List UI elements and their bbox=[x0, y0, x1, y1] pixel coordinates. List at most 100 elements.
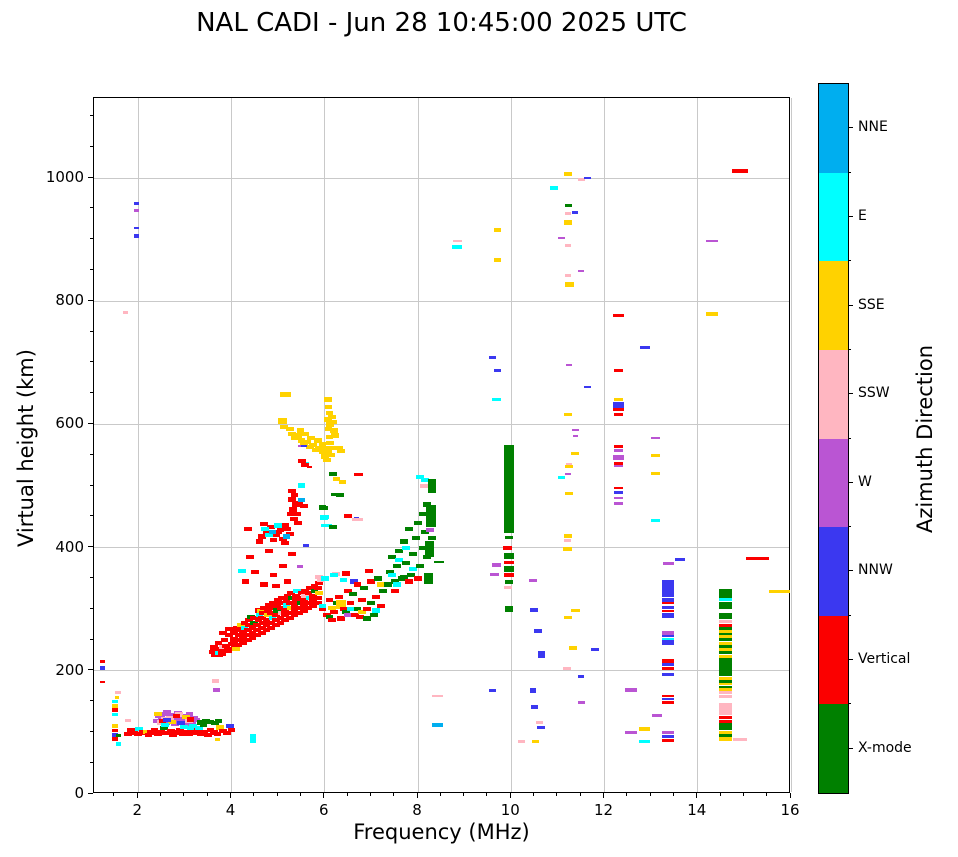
data-point bbox=[400, 575, 408, 580]
colorbar-label: SSW bbox=[858, 385, 890, 402]
data-point bbox=[295, 610, 304, 616]
y-tick-minor bbox=[90, 761, 93, 763]
data-point bbox=[297, 498, 306, 503]
data-point bbox=[214, 640, 223, 646]
data-point bbox=[246, 554, 255, 559]
data-point bbox=[185, 712, 194, 717]
data-point bbox=[534, 628, 542, 633]
data-point bbox=[245, 618, 254, 623]
data-point bbox=[310, 583, 319, 588]
data-point bbox=[281, 523, 290, 528]
data-point bbox=[301, 593, 310, 598]
data-point bbox=[719, 688, 733, 692]
data-point bbox=[504, 536, 514, 540]
data-point bbox=[531, 739, 540, 744]
data-point bbox=[719, 702, 733, 716]
colorbar-segment-ssw bbox=[819, 349, 848, 439]
data-point bbox=[262, 529, 271, 534]
data-point bbox=[662, 730, 675, 735]
data-point bbox=[488, 688, 497, 693]
data-point bbox=[341, 571, 350, 576]
data-point bbox=[303, 543, 309, 547]
data-point bbox=[719, 627, 733, 630]
data-point bbox=[264, 603, 273, 608]
x-tick-minor bbox=[719, 793, 721, 796]
data-point bbox=[337, 616, 345, 621]
y-tick-minor bbox=[90, 114, 93, 116]
data-point bbox=[115, 741, 122, 747]
data-point bbox=[250, 570, 259, 575]
x-tick-minor bbox=[393, 793, 395, 796]
data-point bbox=[320, 524, 332, 527]
chart-title: NAL CADI - Jun 28 10:45:00 2025 UTC bbox=[196, 8, 687, 38]
data-point bbox=[329, 524, 338, 529]
data-point bbox=[421, 477, 429, 482]
data-point bbox=[353, 472, 363, 476]
data-point bbox=[234, 642, 243, 648]
data-point bbox=[167, 729, 175, 734]
x-tick-minor bbox=[346, 793, 348, 796]
colorbar-boundary-tick bbox=[848, 614, 851, 616]
data-point bbox=[504, 553, 514, 560]
data-point bbox=[257, 630, 266, 635]
x-tick-major bbox=[696, 793, 698, 798]
data-point bbox=[504, 560, 514, 565]
data-point bbox=[248, 625, 257, 630]
data-point bbox=[339, 607, 348, 612]
data-point bbox=[278, 564, 287, 569]
data-point bbox=[662, 701, 675, 704]
data-point bbox=[250, 615, 258, 620]
data-point bbox=[219, 630, 228, 635]
data-point bbox=[290, 608, 299, 613]
data-point bbox=[330, 610, 338, 615]
data-point bbox=[705, 239, 718, 243]
x-tick-minor bbox=[766, 793, 768, 796]
data-point bbox=[719, 737, 733, 742]
data-point bbox=[324, 405, 333, 410]
colorbar bbox=[818, 83, 849, 794]
data-point bbox=[719, 620, 733, 624]
data-point bbox=[158, 718, 167, 723]
colorbar-tick bbox=[848, 570, 853, 572]
data-point bbox=[452, 245, 463, 249]
colorbar-tick bbox=[848, 481, 853, 483]
data-point bbox=[489, 355, 496, 359]
data-point bbox=[306, 435, 315, 441]
data-point bbox=[662, 697, 675, 701]
data-point bbox=[564, 539, 571, 542]
data-point bbox=[112, 737, 118, 741]
data-point bbox=[651, 519, 661, 522]
data-point bbox=[421, 530, 429, 535]
data-point bbox=[613, 444, 624, 448]
data-point bbox=[186, 717, 195, 722]
data-point bbox=[157, 730, 166, 735]
y-tick-major bbox=[88, 422, 93, 424]
data-point bbox=[313, 438, 322, 443]
data-point bbox=[291, 598, 300, 603]
data-point bbox=[234, 632, 243, 638]
data-point bbox=[651, 454, 661, 458]
data-point bbox=[353, 582, 362, 587]
y-tick-label: 800 bbox=[55, 291, 84, 310]
data-point bbox=[264, 548, 273, 553]
x-tick-minor bbox=[556, 793, 558, 796]
data-point bbox=[153, 711, 162, 717]
data-point bbox=[531, 705, 539, 710]
data-point bbox=[674, 558, 686, 562]
data-point bbox=[338, 479, 347, 484]
data-point bbox=[402, 560, 411, 566]
data-point bbox=[213, 732, 222, 737]
x-tick-minor bbox=[160, 793, 162, 796]
data-point bbox=[290, 516, 298, 521]
data-point bbox=[318, 607, 327, 612]
data-point bbox=[248, 630, 257, 635]
data-point bbox=[279, 391, 291, 397]
y-tick-minor bbox=[90, 515, 93, 517]
data-point bbox=[273, 608, 282, 613]
colorbar-segment-w bbox=[819, 438, 848, 528]
data-point bbox=[355, 614, 364, 619]
data-point bbox=[299, 598, 308, 603]
data-point bbox=[133, 234, 140, 238]
data-point bbox=[613, 455, 624, 461]
data-point bbox=[227, 727, 236, 733]
